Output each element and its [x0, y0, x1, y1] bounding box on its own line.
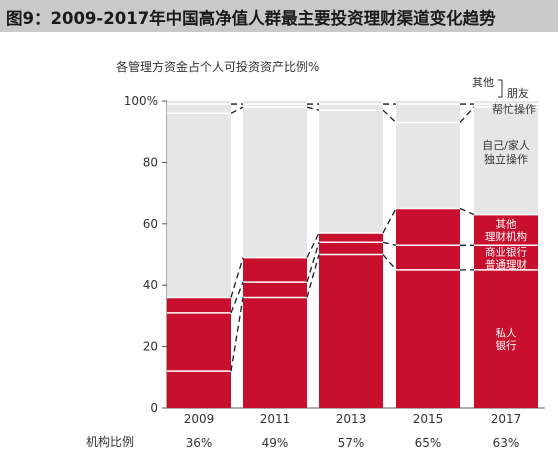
series-label: 私人 [496, 328, 517, 340]
institution-ratio-value: 49% [262, 436, 289, 450]
bar-segment [243, 104, 307, 108]
connector-line [230, 297, 244, 372]
bar-segment [243, 107, 307, 258]
bar-segment [396, 101, 460, 105]
x-tick-label: 2015 [413, 412, 444, 426]
series-label: 普通理财 [485, 258, 527, 271]
bar-segment [167, 104, 231, 114]
connector-line [382, 109, 397, 123]
bar-segment [396, 208, 460, 246]
series-label: 帮忙操作 [492, 102, 536, 116]
connector-line [306, 242, 320, 283]
chart-title: 图9：2009-2017年中国高净值人群最主要投资理财渠道变化趋势 [6, 9, 496, 28]
series-label: 商业银行 [485, 245, 527, 258]
bar-segment [319, 254, 383, 408]
label-bracket [498, 79, 503, 98]
bar-segment [167, 113, 231, 298]
bar-segment [243, 282, 307, 298]
bar-segment [396, 122, 460, 209]
title-bar: 图9：2009-2017年中国高净值人群最主要投资理财渠道变化趋势 [0, 0, 558, 32]
x-tick-label: 2011 [260, 412, 291, 426]
bar-segment [167, 101, 231, 105]
connector-line [230, 281, 244, 314]
connector-line [306, 254, 320, 298]
connector-line [459, 207, 475, 216]
institution-ratio-value: 63% [493, 436, 520, 450]
series-label: 独立操作 [484, 152, 528, 166]
y-tick-label: 0 [150, 401, 158, 415]
x-tick-label: 2017 [491, 412, 522, 426]
bar-segment [474, 101, 538, 105]
bar-segment [319, 110, 383, 234]
bar-segment [319, 233, 383, 243]
connector-line [382, 254, 397, 271]
bar-segment [396, 245, 460, 270]
bar-segment [474, 269, 538, 408]
connector-line [382, 241, 397, 246]
y-tick-label: 40 [143, 278, 158, 292]
connector-line [230, 257, 244, 298]
connector-line [459, 106, 475, 123]
series-label: 自己/家人 [482, 138, 530, 152]
y-tick-label: 20 [143, 340, 158, 354]
bar-segment [474, 107, 538, 215]
connector-line [306, 232, 320, 258]
series-label: 朋友 [507, 86, 529, 100]
bar-segment [167, 371, 231, 408]
bar-segment [396, 269, 460, 408]
bar-segment [474, 245, 538, 270]
connector-line [382, 208, 397, 234]
y-tick-label: 60 [143, 217, 158, 231]
bar-segment [167, 312, 231, 372]
y-axis-label: 各管理方资金占个人可投资资产比例% [116, 60, 320, 74]
x-tick-label: 2009 [184, 412, 215, 426]
bar-segment [319, 104, 383, 111]
institution-ratio-label: 机构比例 [86, 435, 135, 449]
series-label: 理财机构 [485, 230, 527, 243]
bar-segment [243, 297, 307, 408]
bar-segment [319, 242, 383, 255]
series-label: 其他 [496, 218, 517, 231]
institution-ratio-value: 57% [338, 436, 365, 450]
institution-ratio-value: 65% [415, 436, 442, 450]
x-tick-label: 2013 [336, 412, 367, 426]
bar-segment [396, 104, 460, 123]
series-label: 银行 [496, 339, 517, 352]
connector-line [306, 106, 320, 111]
bar-segment [243, 101, 307, 105]
bar-segment [474, 104, 538, 108]
connector-line [230, 106, 244, 114]
bar-segment [167, 297, 231, 313]
series-label: 其他 [472, 76, 494, 89]
y-tick-label: 100% [124, 94, 158, 108]
institution-ratio-value: 36% [186, 436, 213, 450]
bar-segment [474, 214, 538, 246]
bar-segment [319, 101, 383, 105]
y-tick-label: 80 [143, 155, 158, 169]
bar-segment [243, 257, 307, 283]
